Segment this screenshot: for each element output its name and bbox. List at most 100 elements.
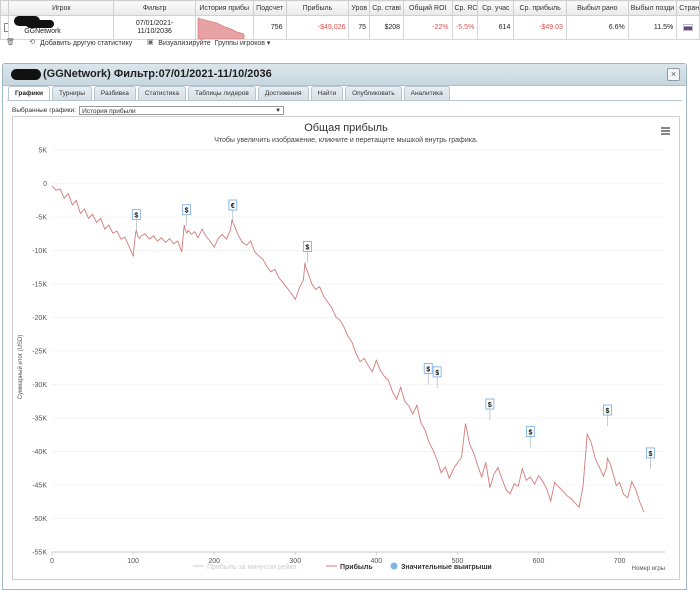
big-win-marker[interactable]: $ [432, 366, 442, 388]
player-network: GGNetwork [24, 28, 61, 36]
big-win-marker[interactable]: $ [602, 404, 612, 427]
big-win-marker[interactable]: $ [645, 447, 655, 469]
big-win-flag [485, 398, 495, 410]
y-axis-label: Суммарный итог (USD) [17, 335, 24, 400]
chart-container[interactable]: 5K 0 -5K -10K -15K -20K -25K -30K -35K -40K -45K -5… [12, 116, 680, 580]
avg-rc-cell: -5.5% [451, 15, 479, 40]
add-stat-link[interactable]: Добавить другую статистику [40, 39, 133, 47]
tab-statistics[interactable]: Статистика [137, 86, 186, 100]
x-axis-label: Номер игры [632, 566, 665, 572]
window-titlebar[interactable]: (GGNetwork) Фильтр:07/01/2021-11/10/2036… [3, 64, 686, 86]
early-out-cell: 6.6% [565, 15, 629, 40]
country-cell [676, 15, 700, 40]
row-checkbox[interactable] [4, 23, 8, 32]
filter-cell: 07/01/2021- 11/10/2036 [113, 15, 196, 40]
chevron-down-icon: ▾ [266, 40, 271, 47]
visualize-link[interactable]: Визуализируйте [158, 39, 211, 47]
legend-item-net-profit[interactable]: Прибыль за минусом рейка [193, 563, 297, 571]
x-tick-label: 200 [208, 558, 220, 565]
big-win-marker[interactable]: $ [131, 208, 141, 231]
redacted-player-avatar [14, 16, 40, 26]
add-stat-icon[interactable]: ⟲ [29, 39, 35, 46]
visualize-icon[interactable]: ▣ [146, 39, 154, 46]
col-late-out[interactable]: Выбыл позди [627, 0, 678, 16]
y-tick-label: -30K [32, 382, 47, 389]
big-win-flag [423, 363, 433, 374]
big-win-marker[interactable]: $ [302, 241, 312, 263]
col-profit[interactable]: Прибыль [285, 0, 350, 16]
legend-net-profit-label: Прибыль за минусом рейка [207, 563, 297, 571]
tab-publish[interactable]: Опубликовать [345, 86, 402, 100]
big-win-flag [302, 241, 312, 253]
graph-select-label: Выбранные графики: [12, 107, 77, 114]
col-level[interactable]: Уров [348, 0, 371, 16]
y-tick-label: -25K [32, 349, 47, 356]
big-win-marker[interactable]: $ [485, 398, 495, 421]
late-out-cell: 11.5% [627, 15, 678, 40]
row-checkbox-cell[interactable] [0, 15, 10, 40]
tab-divider [7, 100, 682, 101]
big-win-flag [645, 447, 655, 459]
big-win-label: $ [134, 212, 138, 219]
chart-title: Общая прибыль [304, 122, 388, 134]
profit-sparkline [197, 17, 245, 39]
col-country[interactable]: Страна [676, 0, 700, 16]
col-avg-stake[interactable]: Ср. ставі [369, 0, 405, 16]
tab-graphs[interactable]: Графики [8, 86, 50, 101]
col-early-out[interactable]: Выбыл рано [565, 0, 629, 16]
col-avg-entrants[interactable]: Ср. учас [477, 0, 515, 16]
redacted-title-name [11, 69, 41, 80]
tab-tournaments[interactable]: Турниры [51, 86, 92, 100]
window-tabs: Графики Турниры Разбивка Статистика Табл… [8, 86, 450, 101]
col-profit-history[interactable]: История прибы [194, 0, 254, 16]
legend-item-big-wins[interactable]: Значительные выигрыши [390, 562, 492, 572]
avg-profit-cell: -$49.03 [513, 15, 567, 40]
tab-achievements[interactable]: Достижения [257, 86, 309, 100]
tab-breakdown[interactable]: Разбивка [93, 86, 136, 100]
table-header-row: Игрок Фильтр История прибы Подсчет Прибы… [0, 0, 700, 16]
graph-select[interactable]: История прибыли ▼ [79, 106, 285, 115]
col-avg-rc[interactable]: Ср. RC [451, 0, 479, 16]
col-player[interactable]: Игрок [8, 0, 115, 16]
legend-item-profit[interactable]: Прибыль [326, 563, 373, 571]
col-avg-profit[interactable]: Ср. прибыль [513, 0, 567, 16]
x-tick-label: 100 [127, 558, 139, 565]
profit-history-cell[interactable] [194, 15, 254, 40]
y-tick-label: 0 [43, 181, 47, 188]
big-win-marker[interactable]: $ [525, 426, 535, 448]
profit-chart[interactable]: 5K 0 -5K -10K -15K -20K -25K -30K -35K -40K -45K -5… [13, 117, 679, 579]
y-tick-label: -40K [32, 449, 47, 456]
redacted-player-name [26, 19, 55, 28]
player-groups-label: Группы игроков [214, 40, 265, 47]
col-select[interactable] [0, 0, 10, 16]
graph-select-value: История прибыли [82, 108, 136, 115]
count-cell: 756 [252, 15, 287, 40]
player-groups-dropdown[interactable]: Группы игроков ▾ [215, 39, 271, 47]
tab-leaderboards[interactable]: Таблицы лидеров [188, 86, 256, 100]
col-filter[interactable]: Фильтр [113, 0, 196, 16]
big-win-marker[interactable]: € [228, 199, 238, 222]
players-table: Игрок Фильтр История прибы Подсчет Прибы… [0, 0, 700, 40]
big-win-label: € [231, 203, 235, 210]
x-tick-label: 700 [614, 558, 626, 565]
tab-find[interactable]: Найти [310, 86, 344, 100]
big-win-label: $ [648, 451, 652, 458]
y-tick-label: -55K [32, 550, 47, 557]
select-arrow-icon: ▼ [275, 108, 282, 114]
profit-line [51, 185, 645, 512]
col-count[interactable]: Подсчет [252, 0, 287, 16]
x-tick-label: 600 [533, 558, 545, 565]
x-tick-label: 0 [50, 558, 54, 565]
close-icon[interactable]: × [667, 68, 680, 81]
avg-stake-cell: $208 [369, 15, 405, 40]
graph-selector-row: Выбранные графики: История прибыли ▼ [12, 106, 285, 115]
tab-analytics[interactable]: Аналитика [403, 86, 450, 100]
chart-menu-icon[interactable] [659, 126, 671, 136]
big-win-marker[interactable]: $ [182, 204, 192, 226]
table-row[interactable]: GGNetwork 07/01/2021- 11/10/2036 756 -$4… [0, 15, 700, 40]
trash-icon[interactable]: 🗑 [6, 39, 15, 46]
col-total-roi[interactable]: Общий ROI [403, 0, 453, 16]
big-win-marker[interactable]: $ [423, 363, 433, 385]
big-win-flag [602, 404, 612, 416]
big-win-label: $ [605, 408, 609, 415]
